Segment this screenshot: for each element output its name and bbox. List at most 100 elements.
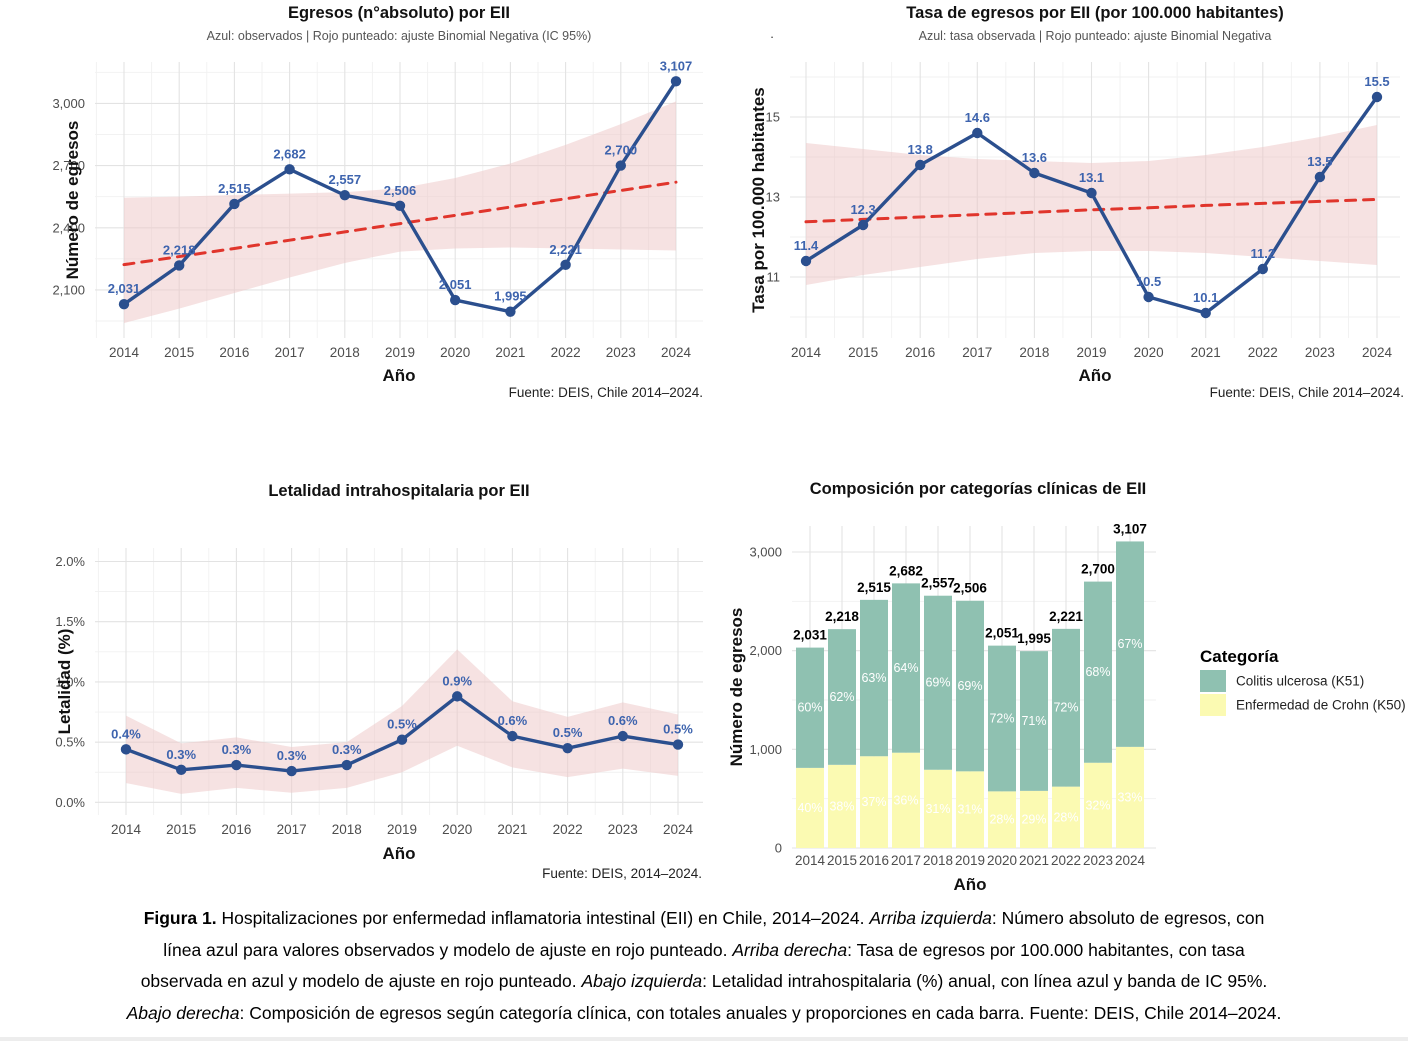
- pct-label-crohn: 28%: [989, 813, 1014, 827]
- x-tick-label: 2020: [442, 822, 472, 837]
- pct-label-crohn: 36%: [893, 793, 918, 807]
- caption-text: : Composición de egresos según categoría…: [239, 1002, 1282, 1023]
- figure-caption: Figura 1. Hospitalizaciones por enfermed…: [0, 903, 1408, 1029]
- x-tick-label: 2016: [221, 822, 251, 837]
- data-point: [1314, 171, 1326, 183]
- y-tick-label: 1.5%: [55, 614, 85, 629]
- caption-line: Figura 1. Hospitalizaciones por enfermed…: [0, 903, 1408, 935]
- data-point: [396, 734, 408, 745]
- x-tick-label: 2024: [661, 345, 692, 360]
- x-tick-label: 2018: [1019, 345, 1049, 360]
- confidence-band: [124, 101, 676, 324]
- source-note: Fuente: DEIS, Chile 2014–2024.: [509, 385, 703, 400]
- y-tick-label: 0.5%: [55, 735, 85, 750]
- point-label: 12.3: [850, 202, 875, 217]
- data-point: [507, 730, 518, 742]
- point-label: 0.4%: [111, 726, 141, 741]
- data-point: [615, 160, 626, 171]
- data-point: [857, 219, 869, 231]
- bar-segment-colitis: [860, 599, 888, 757]
- point-label: 0.5%: [663, 722, 693, 737]
- point-label: 11.4: [794, 238, 819, 253]
- x-axis-title: Año: [382, 844, 415, 863]
- data-point: [452, 691, 463, 702]
- data-point: [560, 259, 571, 271]
- y-axis-title: Tasa por 100.000 habitantes: [749, 87, 768, 313]
- total-label: 2,218: [825, 609, 859, 624]
- pct-label-colitis: 69%: [957, 679, 982, 693]
- confidence-band: [806, 125, 1377, 285]
- point-label: 2,506: [384, 183, 417, 198]
- data-point: [617, 730, 628, 742]
- bar-segment-crohn: [956, 771, 984, 848]
- x-tick-label: 2022: [1248, 345, 1278, 360]
- pct-label-crohn: 33%: [1117, 790, 1142, 804]
- pct-label-colitis: 68%: [1085, 665, 1110, 679]
- caption-line: línea azul para valores observados y mod…: [0, 935, 1408, 967]
- caption-panel-ref: Arriba izquierda: [869, 908, 992, 928]
- total-label: 2,557: [921, 576, 955, 591]
- x-tick-label: 2018: [332, 822, 362, 837]
- pct-label-colitis: 71%: [1021, 714, 1046, 728]
- pct-label-colitis: 62%: [829, 690, 854, 704]
- data-point: [505, 306, 516, 317]
- point-label: 2,557: [329, 172, 362, 187]
- total-label: 2,221: [1049, 609, 1083, 624]
- x-tick-label: 2017: [891, 853, 921, 868]
- bar-segment-crohn: [1084, 762, 1112, 848]
- x-tick-label: 2022: [551, 345, 581, 360]
- x-tick-label: 2016: [219, 345, 249, 360]
- y-axis-title: Letalidad (%): [55, 629, 74, 735]
- x-tick-label: 2024: [1362, 345, 1393, 360]
- total-label: 1,995: [1017, 631, 1051, 646]
- point-label: 2,031: [108, 281, 141, 296]
- point-label: 0.6%: [608, 713, 638, 728]
- point-label: 0.6%: [498, 713, 528, 728]
- pct-label-colitis: 64%: [893, 661, 918, 675]
- point-label: 2,700: [605, 143, 638, 158]
- data-point: [176, 764, 187, 776]
- point-label: 2,051: [439, 277, 472, 292]
- data-point: [800, 255, 812, 267]
- bar-segment-colitis: [1116, 541, 1144, 747]
- point-label: 0.5%: [553, 725, 583, 740]
- y-tick-label: 2,100: [52, 282, 85, 297]
- source-note: Fuente: DEIS, 2014–2024.: [542, 866, 702, 881]
- legend-label: Colitis ulcerosa (K51): [1236, 674, 1364, 689]
- x-tick-label: 2020: [987, 853, 1017, 868]
- data-point: [1257, 263, 1268, 275]
- point-label: 2,682: [273, 146, 306, 161]
- x-tick-label: 2019: [385, 345, 415, 360]
- bar-segment-colitis: [1020, 651, 1048, 791]
- data-point: [915, 159, 926, 171]
- data-point: [120, 744, 132, 755]
- bar-segment-crohn: [1020, 790, 1048, 848]
- total-label: 2,031: [793, 628, 827, 643]
- point-label: 10.1: [1193, 290, 1218, 305]
- legend-title: Categoría: [1200, 647, 1279, 666]
- chart-title: Tasa de egresos por EII (por 100.000 hab…: [906, 4, 1284, 22]
- bar-segment-colitis: [1084, 581, 1112, 763]
- stray-mark: .: [770, 26, 774, 41]
- pct-label-crohn: 38%: [829, 799, 854, 813]
- point-label: 2,221: [549, 242, 582, 257]
- bar-segment-crohn: [1116, 746, 1144, 848]
- total-label: 2,700: [1081, 562, 1115, 577]
- legend-swatch: [1200, 670, 1226, 692]
- point-label: 10.5: [1136, 274, 1161, 289]
- total-label: 2,682: [889, 563, 923, 578]
- bar-segment-colitis: [988, 645, 1016, 792]
- data-point: [341, 759, 352, 771]
- data-point: [284, 164, 295, 175]
- x-tick-label: 2019: [955, 853, 985, 868]
- x-tick-label: 2014: [109, 345, 140, 360]
- point-label: 0.3%: [332, 742, 362, 757]
- pct-label-crohn: 28%: [1053, 810, 1078, 824]
- y-tick-label: 1.0%: [55, 674, 85, 689]
- caption-panel-ref: Abajo izquierda: [581, 971, 703, 992]
- caption-line: Abajo derecha: Composición de egresos se…: [0, 998, 1408, 1030]
- bar-segment-crohn: [988, 791, 1016, 848]
- data-point: [562, 742, 573, 754]
- total-label: 3,107: [1113, 521, 1147, 536]
- data-point: [672, 739, 684, 750]
